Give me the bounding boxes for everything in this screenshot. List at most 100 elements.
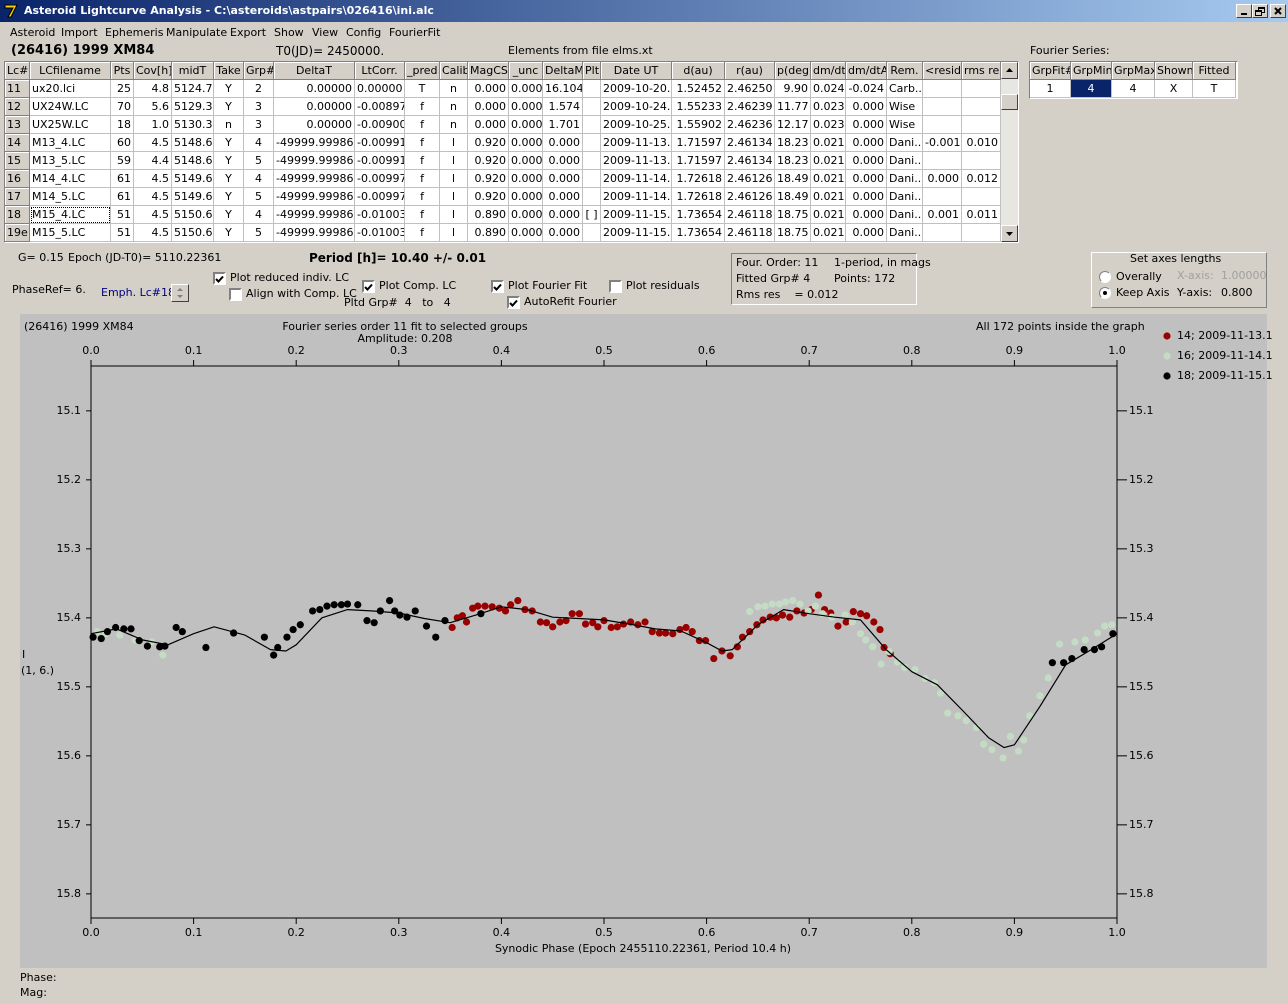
- menu-item[interactable]: Ephemeris: [105, 26, 164, 39]
- table-cell[interactable]: 18.23: [775, 134, 811, 152]
- column-header[interactable]: LCfilename: [30, 62, 111, 80]
- menu-item[interactable]: FourierFit: [389, 26, 441, 39]
- column-header[interactable]: LtCorr.: [355, 62, 405, 80]
- table-cell[interactable]: 0.001: [923, 206, 962, 224]
- table-cell[interactable]: -0.00997: [355, 188, 405, 206]
- table-cell[interactable]: 2.46126: [725, 170, 775, 188]
- emph-spinner[interactable]: [171, 284, 189, 302]
- table-cell[interactable]: 4: [244, 170, 274, 188]
- table-cell[interactable]: n: [440, 98, 468, 116]
- table-cell[interactable]: 18.75: [775, 224, 811, 242]
- table-cell[interactable]: Dani...: [887, 152, 923, 170]
- table-cell[interactable]: -49999.99986: [274, 152, 355, 170]
- table-cell[interactable]: [923, 224, 962, 242]
- menu-item[interactable]: View: [312, 26, 339, 39]
- table-cell[interactable]: Dani...: [887, 224, 923, 242]
- table-cell[interactable]: -0.01003: [355, 206, 405, 224]
- table-cell[interactable]: l: [440, 170, 468, 188]
- table-cell[interactable]: Dani...: [887, 170, 923, 188]
- row-header[interactable]: 14: [5, 134, 30, 152]
- table-cell[interactable]: 0.021: [811, 134, 846, 152]
- scrollbar[interactable]: [1001, 62, 1018, 242]
- row-header[interactable]: 17: [5, 188, 30, 206]
- table-cell[interactable]: 0.000: [509, 80, 543, 98]
- table-cell[interactable]: f: [405, 98, 440, 116]
- table-cell[interactable]: f: [405, 206, 440, 224]
- column-header[interactable]: Grp#: [244, 62, 274, 80]
- table-cell[interactable]: f: [405, 116, 440, 134]
- table-cell[interactable]: [583, 152, 601, 170]
- table-cell[interactable]: l: [440, 134, 468, 152]
- scroll-up[interactable]: [1001, 62, 1018, 79]
- table-cell[interactable]: ux20.lci: [30, 80, 111, 98]
- table-cell[interactable]: 0.000: [543, 134, 583, 152]
- column-header[interactable]: Plt: [583, 62, 601, 80]
- row-header[interactable]: 19e: [5, 224, 30, 242]
- table-cell[interactable]: 4.5: [134, 134, 172, 152]
- table-cell[interactable]: -0.00991: [355, 152, 405, 170]
- fourier-cell[interactable]: 4: [1071, 80, 1112, 98]
- table-cell[interactable]: 0.010: [962, 134, 1001, 152]
- table-cell[interactable]: 0.023: [811, 98, 846, 116]
- fourier-cell[interactable]: X: [1155, 80, 1193, 98]
- table-cell[interactable]: 2009-11-15.1: [601, 206, 672, 224]
- table-cell[interactable]: M15_5.LC: [30, 224, 111, 242]
- column-header[interactable]: Calib.: [440, 62, 468, 80]
- table-cell[interactable]: 0.000: [846, 188, 887, 206]
- table-cell[interactable]: 2.46236: [725, 116, 775, 134]
- table-cell[interactable]: -49999.99986: [274, 206, 355, 224]
- table-cell[interactable]: [923, 188, 962, 206]
- column-header[interactable]: Cov[h]: [134, 62, 172, 80]
- table-cell[interactable]: 5150.6: [172, 224, 214, 242]
- table-cell[interactable]: -49999.99986: [274, 134, 355, 152]
- table-cell[interactable]: T: [405, 80, 440, 98]
- table-cell[interactable]: 0.011: [962, 206, 1001, 224]
- table-cell[interactable]: 3: [244, 116, 274, 134]
- table-cell[interactable]: f: [405, 224, 440, 242]
- table-cell[interactable]: Y: [214, 206, 244, 224]
- table-cell[interactable]: Y: [214, 80, 244, 98]
- table-cell[interactable]: [923, 80, 962, 98]
- table-cell[interactable]: -0.024: [846, 80, 887, 98]
- table-cell[interactable]: 0.000: [509, 170, 543, 188]
- table-cell[interactable]: 0.000: [509, 206, 543, 224]
- table-cell[interactable]: 0.000: [543, 224, 583, 242]
- table-cell[interactable]: M14_4.LC: [30, 170, 111, 188]
- column-header[interactable]: Fitted: [1193, 62, 1236, 80]
- table-cell[interactable]: -49999.99986: [274, 170, 355, 188]
- table-cell[interactable]: -49999.99986: [274, 188, 355, 206]
- table-cell[interactable]: 51: [111, 206, 134, 224]
- table-cell[interactable]: -0.001: [923, 134, 962, 152]
- table-cell[interactable]: 0.000: [846, 98, 887, 116]
- table-cell[interactable]: l: [440, 206, 468, 224]
- scroll-thumb[interactable]: [1001, 94, 1018, 110]
- table-cell[interactable]: f: [405, 188, 440, 206]
- table-cell[interactable]: 2.46118: [725, 206, 775, 224]
- table-cell[interactable]: n: [440, 80, 468, 98]
- radio[interactable]: [1099, 287, 1111, 299]
- row-header[interactable]: 13: [5, 116, 30, 134]
- table-cell[interactable]: 5129.3: [172, 98, 214, 116]
- table-cell[interactable]: [962, 116, 1001, 134]
- table-cell[interactable]: 4: [244, 206, 274, 224]
- table-cell[interactable]: 2009-11-15.1: [601, 224, 672, 242]
- table-cell[interactable]: 0.000: [468, 116, 509, 134]
- table-cell[interactable]: 0.920: [468, 188, 509, 206]
- table-cell[interactable]: 2.46126: [725, 188, 775, 206]
- minimize-button[interactable]: [1236, 4, 1252, 18]
- menu-item[interactable]: Show: [274, 26, 304, 39]
- table-cell[interactable]: 2009-11-14.1: [601, 170, 672, 188]
- table-cell[interactable]: 0.000: [543, 152, 583, 170]
- table-cell[interactable]: 0.000: [846, 224, 887, 242]
- table-cell[interactable]: 0.000: [846, 206, 887, 224]
- table-cell[interactable]: Y: [214, 224, 244, 242]
- table-cell[interactable]: 60: [111, 134, 134, 152]
- fourier-cell[interactable]: 1: [1030, 80, 1071, 98]
- table-cell[interactable]: [923, 98, 962, 116]
- table-cell[interactable]: Dani...: [887, 206, 923, 224]
- table-cell[interactable]: 1.72618: [672, 170, 725, 188]
- table-cell[interactable]: 5124.7: [172, 80, 214, 98]
- table-cell[interactable]: 5150.6: [172, 206, 214, 224]
- column-header[interactable]: Date UT: [601, 62, 672, 80]
- table-cell[interactable]: 2.46134: [725, 152, 775, 170]
